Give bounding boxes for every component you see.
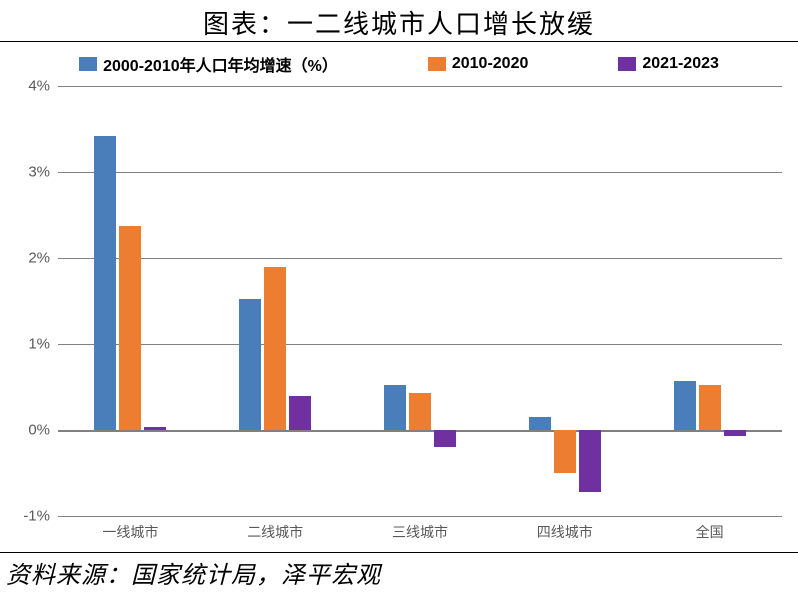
y-axis-label: 0% (28, 422, 50, 439)
legend-item: 2010-2020 (428, 52, 529, 76)
bar (674, 381, 696, 430)
bar (239, 299, 261, 430)
gridline (58, 344, 782, 345)
x-axis-category: 一线城市 (102, 522, 158, 542)
legend-swatch (618, 57, 636, 71)
gridline (58, 258, 782, 259)
x-axis-category: 四线城市 (537, 522, 593, 542)
bar (699, 385, 721, 430)
gridline (58, 86, 782, 87)
gridline (58, 430, 782, 432)
legend-label: 2021-2023 (642, 55, 719, 73)
x-axis-category: 三线城市 (392, 522, 448, 542)
legend-swatch (428, 57, 446, 71)
y-axis-label: -1% (23, 508, 50, 525)
plot-region: -1%0%1%2%3%4%一线城市二线城市三线城市四线城市全国 (58, 86, 782, 516)
source-text: 资料来源：国家统计局，泽平宏观 (6, 563, 381, 589)
legend: 2000-2010年人口年均增速（%） 2010-2020 2021-2023 (0, 52, 798, 76)
bar (724, 430, 746, 436)
chart-area: 2000-2010年人口年均增速（%） 2010-2020 2021-2023 … (0, 42, 798, 550)
x-axis-category: 全国 (696, 522, 724, 542)
y-axis-label: 2% (28, 250, 50, 267)
y-axis-label: 4% (28, 78, 50, 95)
bar (264, 267, 286, 430)
bar (409, 393, 431, 430)
gridline (58, 172, 782, 173)
legend-swatch (79, 57, 97, 71)
gridline (58, 516, 782, 517)
y-axis-label: 3% (28, 164, 50, 181)
bar (554, 430, 576, 473)
legend-label: 2000-2010年人口年均增速（%） (103, 52, 338, 76)
y-axis-label: 1% (28, 336, 50, 353)
bar (529, 417, 551, 430)
source-container: 资料来源：国家统计局，泽平宏观 (0, 552, 798, 594)
bar (119, 226, 141, 430)
bar (94, 136, 116, 430)
legend-label: 2010-2020 (452, 55, 529, 73)
bar (384, 385, 406, 430)
bar (434, 430, 456, 447)
x-axis-category: 二线城市 (247, 522, 303, 542)
chart-title: 图表：一二线城市人口增长放缓 (203, 9, 595, 39)
bar (289, 396, 311, 430)
legend-item: 2021-2023 (618, 52, 719, 76)
bar (579, 430, 601, 492)
chart-title-container: 图表：一二线城市人口增长放缓 (0, 0, 798, 42)
legend-item: 2000-2010年人口年均增速（%） (79, 52, 338, 76)
bar (144, 427, 166, 430)
